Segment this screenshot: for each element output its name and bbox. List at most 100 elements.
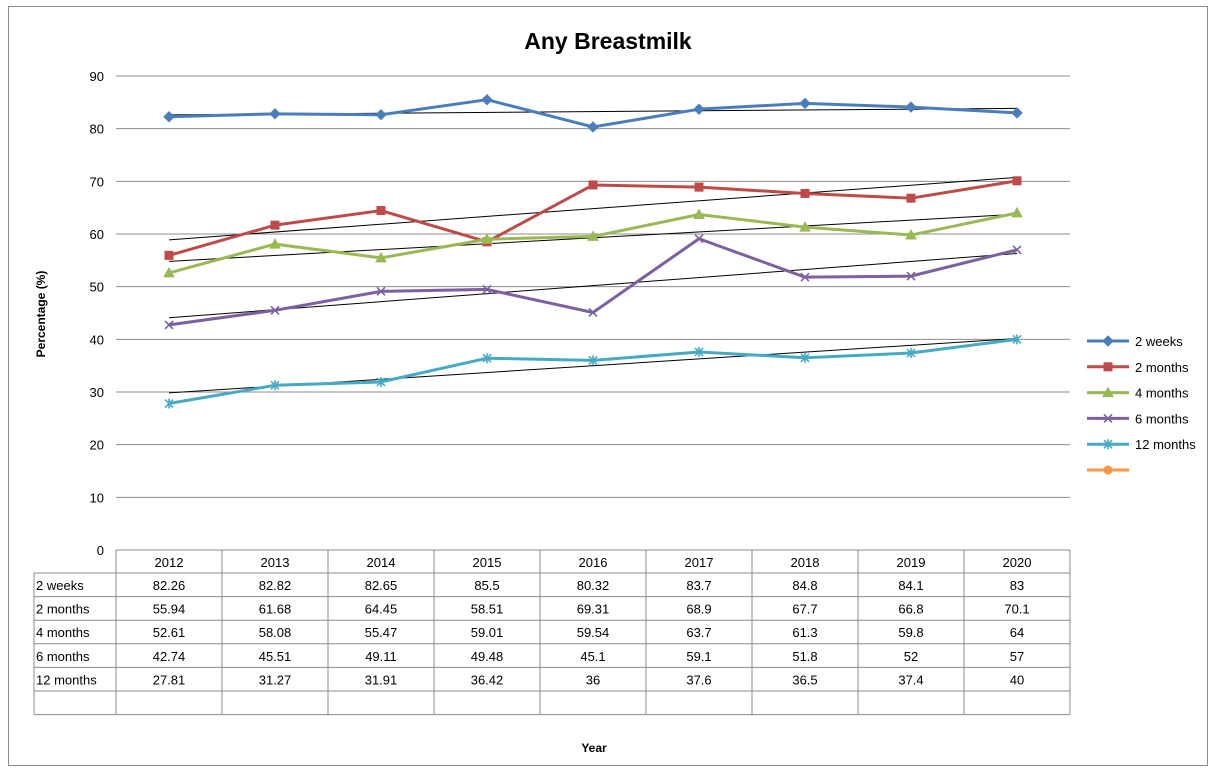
data-point <box>269 108 281 120</box>
table-cell: 42.74 <box>153 649 186 664</box>
data-point <box>906 193 916 203</box>
x-tick-label: 2016 <box>579 555 608 570</box>
data-point <box>693 208 705 220</box>
data-point <box>163 111 175 123</box>
legend-label: 6 months <box>1135 411 1189 426</box>
data-point <box>588 307 598 318</box>
data-point <box>164 320 174 330</box>
table-row-label: 6 months <box>36 649 90 664</box>
data-point <box>270 220 280 230</box>
data-point <box>800 188 810 198</box>
data-point <box>694 182 704 192</box>
data-point <box>1012 245 1022 255</box>
data-point <box>906 348 916 359</box>
table-cell: 31.27 <box>259 672 292 687</box>
table-cell: 61.3 <box>792 625 817 640</box>
table-row-label: 12 months <box>36 672 97 687</box>
data-point <box>481 233 493 244</box>
table-cell: 49.11 <box>365 649 397 664</box>
table-row-label: 4 months <box>36 625 90 640</box>
series-line <box>168 179 1018 257</box>
y-tick-label: 90 <box>90 69 104 84</box>
data-table: 2012 2013 2014 2015 2016 2017 2018 2019 2020 2 we… <box>33 549 1071 716</box>
table-cell: 58.08 <box>259 625 292 640</box>
table-row-label: 2 months <box>36 602 90 617</box>
data-point <box>482 353 492 364</box>
table-cell: 49.48 <box>471 649 504 664</box>
x-tick-label: 2019 <box>897 555 926 570</box>
table-cell: 63.7 <box>686 625 711 640</box>
table-cell: 85.5 <box>474 578 499 593</box>
table-cell: 55.47 <box>365 625 398 640</box>
data-point <box>800 352 810 363</box>
data-point <box>1103 439 1113 450</box>
table-cell: 52 <box>904 649 918 664</box>
data-point <box>163 266 175 278</box>
data-point <box>375 251 387 263</box>
x-tick-label: 2017 <box>685 555 714 570</box>
data-point <box>1012 334 1022 345</box>
y-tick-label: 70 <box>90 174 104 189</box>
x-tick-label: 2018 <box>791 555 820 570</box>
y-tick-label: 60 <box>90 227 104 242</box>
data-point <box>375 109 387 121</box>
data-point <box>164 398 174 409</box>
table-cell: 45.1 <box>580 649 605 664</box>
data-point <box>376 206 386 216</box>
table-cell: 36 <box>586 672 600 687</box>
data-point <box>269 238 281 249</box>
data-point <box>906 271 916 281</box>
data-point <box>587 230 599 241</box>
table-cell: 27.81 <box>153 672 186 687</box>
x-tick-label: 2015 <box>473 555 502 570</box>
series-line <box>168 337 1018 406</box>
x-axis-label: Year <box>581 741 607 755</box>
data-point <box>1103 465 1113 475</box>
table-cell: 59.8 <box>898 625 923 640</box>
x-tick-label: 2012 <box>155 555 184 570</box>
y-axis-label: Percentage (%) <box>34 271 48 358</box>
y-tick-label: 80 <box>90 122 104 137</box>
table-cell: 40 <box>1010 672 1024 687</box>
table-row-label: 2 weeks <box>36 578 84 593</box>
table-cell: 31.91 <box>365 672 398 687</box>
data-point <box>376 376 386 387</box>
table-cell: 45.51 <box>259 649 292 664</box>
data-point <box>1103 362 1113 372</box>
table-cell: 61.68 <box>259 602 292 617</box>
series-layer <box>163 93 1023 409</box>
table-cell: 55.94 <box>153 602 186 617</box>
y-tick-label: 20 <box>90 438 104 453</box>
table-cell: 59.1 <box>686 649 711 664</box>
data-point <box>481 93 493 106</box>
legend-label: 4 months <box>1135 386 1189 401</box>
grid: 0 10 20 30 40 50 60 70 80 90 <box>90 69 1070 558</box>
table-cell: 59.54 <box>577 625 610 640</box>
table-cell: 82.26 <box>153 578 186 593</box>
data-point <box>1102 386 1114 398</box>
table-cell: 64 <box>1010 625 1024 640</box>
table-cell: 57 <box>1010 649 1024 664</box>
data-point <box>270 305 280 315</box>
data-point <box>482 284 492 294</box>
trendline <box>168 252 1018 319</box>
x-tick-label: 2020 <box>1003 555 1032 570</box>
legend-label: 2 months <box>1135 360 1189 375</box>
data-point <box>693 103 705 115</box>
table-cell: 70.1 <box>1004 602 1029 617</box>
data-point <box>694 234 704 244</box>
data-point <box>694 346 704 357</box>
table-cell: 84.1 <box>898 578 923 593</box>
legend: 2 weeks 2 months 4 months 6 months 12 months <box>1087 334 1196 475</box>
data-point <box>1103 413 1113 423</box>
data-point <box>1011 107 1023 119</box>
table-cell: 52.61 <box>153 625 186 640</box>
y-tick-label: 10 <box>90 490 104 505</box>
y-tick-label: 40 <box>90 332 104 347</box>
table-cell: 58.51 <box>471 602 504 617</box>
data-point <box>1012 176 1022 186</box>
data-point <box>587 121 599 133</box>
trendlines <box>168 107 1018 394</box>
data-point <box>1102 335 1114 347</box>
